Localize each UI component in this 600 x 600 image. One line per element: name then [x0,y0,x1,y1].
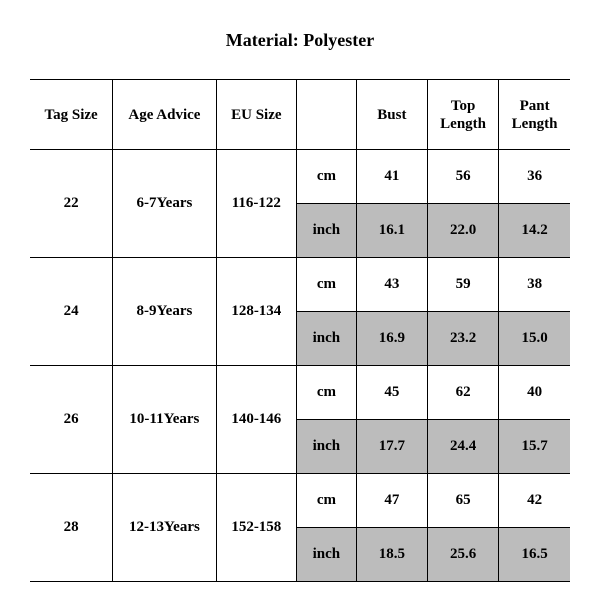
cell-eu-size: 152-158 [216,474,296,582]
cell-unit-inch: inch [297,528,357,582]
cell-pant-length: 14.2 [499,204,570,258]
cell-top-length: 62 [427,366,498,420]
page-title: Material: Polyester [30,30,570,51]
cell-age-advice: 12-13Years [113,474,216,582]
cell-tag-size: 26 [30,366,113,474]
cell-unit-cm: cm [297,366,357,420]
table-header-row: Tag Size Age Advice EU Size Bust Top Len… [30,80,570,150]
cell-tag-size: 24 [30,258,113,366]
cell-bust: 18.5 [356,528,427,582]
cell-top-length: 65 [427,474,498,528]
cell-pant-length: 36 [499,150,570,204]
col-tag-size: Tag Size [30,80,113,150]
table-row: 24 8-9Years 128-134 cm 43 59 38 [30,258,570,312]
cell-bust: 41 [356,150,427,204]
cell-age-advice: 6-7Years [113,150,216,258]
cell-top-length: 22.0 [427,204,498,258]
cell-unit-inch: inch [297,204,357,258]
cell-pant-length: 15.0 [499,312,570,366]
cell-top-length: 56 [427,150,498,204]
cell-top-length: 23.2 [427,312,498,366]
cell-bust: 47 [356,474,427,528]
col-top-length: Top Length [427,80,498,150]
table-row: 28 12-13Years 152-158 cm 47 65 42 [30,474,570,528]
cell-unit-inch: inch [297,420,357,474]
size-table: Tag Size Age Advice EU Size Bust Top Len… [30,79,570,582]
cell-bust: 16.1 [356,204,427,258]
cell-top-length: 59 [427,258,498,312]
cell-top-length: 25.6 [427,528,498,582]
cell-unit-cm: cm [297,258,357,312]
table-row: 22 6-7Years 116-122 cm 41 56 36 [30,150,570,204]
cell-bust: 17.7 [356,420,427,474]
col-bust: Bust [356,80,427,150]
cell-bust: 45 [356,366,427,420]
cell-eu-size: 116-122 [216,150,296,258]
cell-bust: 43 [356,258,427,312]
cell-pant-length: 40 [499,366,570,420]
cell-age-advice: 8-9Years [113,258,216,366]
cell-pant-length: 16.5 [499,528,570,582]
col-age-advice: Age Advice [113,80,216,150]
cell-bust: 16.9 [356,312,427,366]
cell-age-advice: 10-11Years [113,366,216,474]
cell-unit-inch: inch [297,312,357,366]
cell-eu-size: 128-134 [216,258,296,366]
cell-eu-size: 140-146 [216,366,296,474]
cell-top-length: 24.4 [427,420,498,474]
table-row: 26 10-11Years 140-146 cm 45 62 40 [30,366,570,420]
cell-unit-cm: cm [297,474,357,528]
page-container: Material: Polyester Tag Size Age Advice … [0,0,600,600]
col-unit [297,80,357,150]
cell-pant-length: 42 [499,474,570,528]
col-eu-size: EU Size [216,80,296,150]
cell-pant-length: 15.7 [499,420,570,474]
cell-tag-size: 22 [30,150,113,258]
col-pant-length: Pant Length [499,80,570,150]
cell-pant-length: 38 [499,258,570,312]
cell-tag-size: 28 [30,474,113,582]
cell-unit-cm: cm [297,150,357,204]
